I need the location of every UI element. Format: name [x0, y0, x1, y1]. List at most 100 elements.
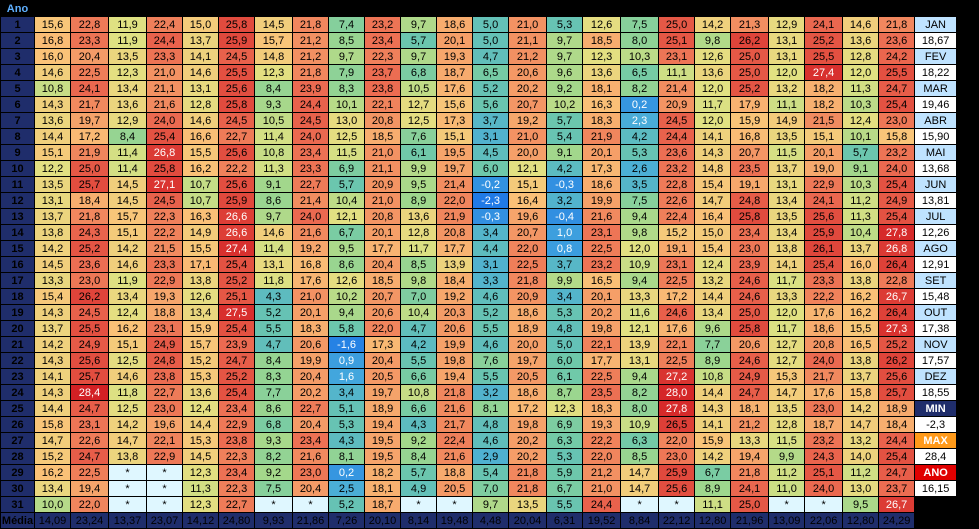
temperature-cell[interactable]: 21,8 — [878, 16, 916, 33]
temperature-cell[interactable]: 10,1 — [842, 128, 880, 145]
temperature-cell[interactable]: 21,6 — [582, 208, 622, 225]
temperature-cell[interactable]: 8,9 — [694, 352, 732, 369]
temperature-cell[interactable]: 18,2 — [804, 96, 844, 113]
temperature-cell[interactable]: 25,9 — [218, 192, 256, 209]
temperature-cell[interactable]: 22,8 — [70, 16, 109, 33]
temperature-cell[interactable]: -2,3 — [472, 192, 510, 209]
temperature-cell[interactable]: 15,0 — [182, 16, 220, 33]
temperature-cell[interactable]: 22,1 — [364, 96, 402, 113]
temperature-cell[interactable]: 19,0 — [804, 160, 844, 177]
temperature-cell[interactable]: 6,9 — [328, 160, 366, 177]
temperature-cell[interactable]: 9,2 — [546, 80, 584, 97]
temperature-cell[interactable]: 14,5 — [108, 176, 147, 193]
temperature-cell[interactable]: 5,0 — [546, 336, 584, 353]
temperature-cell[interactable]: 13,4 — [694, 304, 732, 321]
temperature-cell[interactable]: 15,2 — [182, 352, 220, 369]
temperature-cell[interactable]: 10,5 — [400, 80, 438, 97]
temperature-cell[interactable]: 11,8 — [108, 384, 147, 401]
temperature-cell[interactable]: 8,1 — [328, 448, 366, 465]
temperature-cell[interactable]: 6,8 — [400, 64, 438, 81]
temperature-cell[interactable]: 11,9 — [108, 32, 147, 49]
temperature-cell[interactable]: 13,7 — [768, 160, 806, 177]
temperature-cell[interactable]: 21,7 — [436, 416, 474, 433]
temperature-cell[interactable]: 20,6 — [364, 304, 402, 321]
temperature-cell[interactable]: 20,5 — [508, 368, 548, 385]
temperature-cell[interactable]: 13,1 — [620, 352, 660, 369]
temperature-cell[interactable]: 11,3 — [182, 480, 220, 497]
temperature-cell[interactable]: 13,3 — [34, 272, 71, 289]
temperature-cell[interactable]: 23,4 — [364, 32, 402, 49]
temperature-cell[interactable]: 19,3 — [582, 416, 622, 433]
temperature-cell[interactable]: 0,2 — [328, 464, 366, 481]
temperature-cell[interactable]: 12,8 — [400, 224, 438, 241]
temperature-cell[interactable]: 23,8 — [364, 80, 402, 97]
temperature-cell[interactable]: 18,6 — [508, 384, 548, 401]
temperature-cell[interactable]: 20,5 — [364, 368, 402, 385]
temperature-cell[interactable]: 24,5 — [218, 48, 256, 65]
temperature-cell[interactable]: 15,2 — [34, 448, 71, 465]
temperature-cell[interactable]: 21,0 — [145, 64, 184, 81]
temperature-cell[interactable]: 2,6 — [620, 160, 660, 177]
temperature-cell[interactable]: 21,6 — [436, 400, 474, 417]
temperature-cell[interactable]: 7,5 — [620, 16, 660, 33]
temperature-cell[interactable]: 24,5 — [292, 112, 330, 129]
temperature-cell[interactable]: 19,8 — [582, 320, 622, 337]
temperature-cell[interactable]: * — [145, 480, 184, 497]
temperature-cell[interactable]: 24,0 — [804, 352, 844, 369]
temperature-cell[interactable]: 13,1 — [182, 80, 220, 97]
temperature-cell[interactable]: 13,7 — [182, 32, 220, 49]
temperature-cell[interactable]: 17,6 — [804, 304, 844, 321]
temperature-cell[interactable]: 14,6 — [842, 16, 880, 33]
temperature-cell[interactable]: 15,4 — [694, 176, 732, 193]
temperature-cell[interactable]: 12,3 — [182, 464, 220, 481]
temperature-cell[interactable]: 6,3 — [546, 432, 584, 449]
temperature-cell[interactable]: 25,6 — [218, 176, 256, 193]
temperature-cell[interactable]: 20,8 — [364, 208, 402, 225]
temperature-cell[interactable]: 14,4 — [34, 400, 71, 417]
temperature-cell[interactable]: 22,3 — [364, 48, 402, 65]
temperature-cell[interactable]: 21,6 — [292, 448, 330, 465]
temperature-cell[interactable]: 22,1 — [145, 432, 184, 449]
temperature-cell[interactable]: 8,4 — [254, 352, 294, 369]
temperature-cell[interactable]: 13,1 — [768, 48, 806, 65]
temperature-cell[interactable]: 18,8 — [436, 464, 474, 481]
temperature-cell[interactable]: 12,9 — [108, 112, 147, 129]
temperature-cell[interactable]: 4,3 — [254, 288, 294, 305]
temperature-cell[interactable]: 15,2 — [658, 224, 696, 241]
temperature-cell[interactable]: 23,1 — [658, 256, 696, 273]
temperature-cell[interactable]: 10,4 — [842, 224, 880, 241]
temperature-cell[interactable]: 18,1 — [364, 480, 402, 497]
temperature-cell[interactable]: 21,5 — [145, 240, 184, 257]
temperature-cell[interactable]: 15,1 — [108, 336, 147, 353]
temperature-cell[interactable]: 13,7 — [34, 208, 71, 225]
temperature-cell[interactable]: 21,9 — [582, 128, 622, 145]
temperature-cell[interactable]: 25,0 — [70, 160, 109, 177]
temperature-cell[interactable]: 4,4 — [472, 240, 510, 257]
temperature-cell[interactable]: 28,0 — [658, 384, 696, 401]
temperature-cell[interactable]: 8,6 — [254, 400, 294, 417]
temperature-cell[interactable]: 5,5 — [254, 320, 294, 337]
temperature-cell[interactable]: 15,5 — [182, 240, 220, 257]
temperature-cell[interactable]: 16,8 — [730, 128, 770, 145]
temperature-cell[interactable]: 22,4 — [436, 432, 474, 449]
temperature-cell[interactable]: 18,3 — [292, 320, 330, 337]
temperature-cell[interactable]: 13,4 — [34, 480, 71, 497]
temperature-cell[interactable]: 20,8 — [804, 336, 844, 353]
temperature-cell[interactable]: 19,4 — [364, 416, 402, 433]
temperature-cell[interactable]: 11,2 — [768, 464, 806, 481]
temperature-cell[interactable]: 21,1 — [364, 160, 402, 177]
temperature-cell[interactable]: 14,1 — [34, 368, 71, 385]
temperature-cell[interactable]: 6,1 — [546, 368, 584, 385]
temperature-cell[interactable]: 5,7 — [328, 176, 366, 193]
temperature-cell[interactable]: 21,2 — [582, 464, 622, 481]
temperature-cell[interactable]: 14,5 — [108, 192, 147, 209]
temperature-cell[interactable]: 24,5 — [70, 304, 109, 321]
temperature-cell[interactable]: 9,4 — [620, 272, 660, 289]
temperature-cell[interactable]: 14,7 — [34, 432, 71, 449]
temperature-cell[interactable]: 24,7 — [878, 464, 916, 481]
temperature-cell[interactable]: 26,8 — [145, 144, 184, 161]
temperature-cell[interactable]: 16,0 — [34, 48, 71, 65]
temperature-cell[interactable]: 14,9 — [182, 224, 220, 241]
temperature-cell[interactable]: 16,8 — [34, 32, 71, 49]
temperature-cell[interactable]: 4,3 — [400, 416, 438, 433]
